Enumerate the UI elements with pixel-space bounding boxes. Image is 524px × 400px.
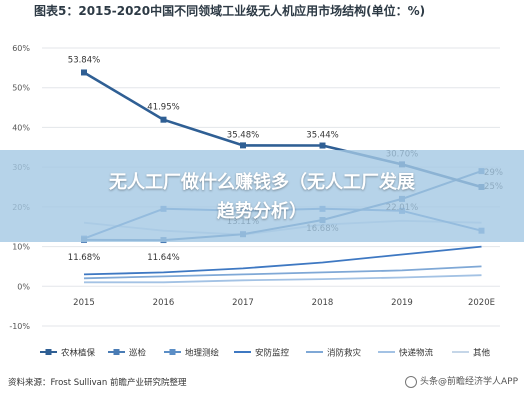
watermark: 头条@前瞻经济学人APP xyxy=(404,374,518,388)
series-line xyxy=(84,274,482,284)
y-tick-label: 0% xyxy=(17,282,30,291)
data-point xyxy=(81,69,87,76)
y-tick-label: 40% xyxy=(12,123,30,132)
data-label: 53.84% xyxy=(68,55,100,65)
series-line xyxy=(83,245,482,276)
data-label: 35.44% xyxy=(306,131,338,141)
legend-label: 农林植保 xyxy=(61,348,96,359)
x-tick-label: 2016 xyxy=(153,298,175,308)
x-tick-label: 2017 xyxy=(232,298,254,308)
y-tick-label: -10% xyxy=(9,322,30,331)
data-point xyxy=(319,142,326,149)
x-tick-label: 2019 xyxy=(391,298,413,308)
watermark-text: 头条@前瞻经济学人APP xyxy=(419,377,518,387)
data-label: 35.48% xyxy=(227,130,259,140)
x-tick-label: 2015 xyxy=(73,298,95,308)
y-tick-label: 50% xyxy=(12,84,30,93)
data-point xyxy=(160,116,167,123)
legend-marker xyxy=(169,349,176,355)
headline-line-1: 无人工厂做什么赚钱多（无人工厂发展 xyxy=(109,172,415,193)
legend-marker xyxy=(45,349,52,355)
headline-text: 无人工厂做什么赚钱多（无人工厂发展 趋势分析） xyxy=(30,168,494,226)
legend-label: 地理测绘 xyxy=(185,348,220,359)
legend-label: 巡检 xyxy=(129,348,147,359)
headline-line-2: 趋势分析） xyxy=(217,201,307,222)
chart-title: 图表5：2015-2020中国不同领域工业级无人机应用市场结构(单位：%) xyxy=(34,4,426,18)
headline-banner: 无人工厂做什么赚钱多（无人工厂发展 趋势分析） xyxy=(0,150,524,242)
camera-icon xyxy=(404,375,417,388)
data-label: 11.68% xyxy=(68,253,100,263)
legend-label: 安防监控 xyxy=(255,348,290,359)
legend-label: 快递物流 xyxy=(399,348,434,359)
data-label: 41.95% xyxy=(147,103,179,113)
y-tick-label: 10% xyxy=(12,243,30,252)
legend-label: 消防救灾 xyxy=(327,348,362,359)
series-line xyxy=(83,265,482,280)
legend-marker xyxy=(113,349,120,355)
legend-label: 其他 xyxy=(473,348,491,359)
x-tick-label: 2020E xyxy=(468,298,495,308)
data-point xyxy=(240,142,246,149)
x-tick-label: 2018 xyxy=(312,298,334,308)
y-tick-label: 60% xyxy=(12,44,30,53)
source-note: 资料来源：Frost Sullivan 前瞻产业研究院整理 xyxy=(8,378,187,388)
data-label: 11.64% xyxy=(147,253,179,263)
